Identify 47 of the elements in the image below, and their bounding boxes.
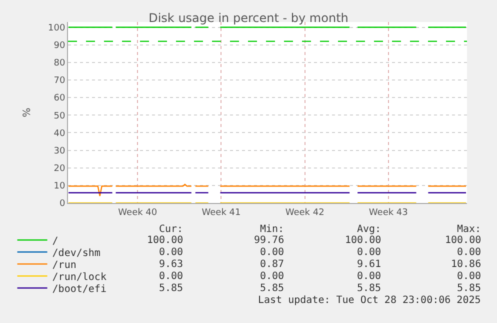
legend-label: /boot/efi	[52, 284, 106, 295]
text: 5.85	[457, 283, 482, 294]
text: 9.63	[159, 259, 184, 270]
text: 0.00	[260, 271, 284, 282]
y-tick-label: 90	[54, 40, 66, 51]
y-tick-label: 0	[59, 199, 66, 210]
text: Min:	[260, 224, 284, 235]
text: 100.00	[147, 235, 184, 246]
text: 100.00	[445, 235, 482, 246]
legend-label: /dev/shm	[52, 248, 100, 259]
text: Max:	[457, 224, 482, 235]
y-tick-label: 50	[54, 111, 66, 122]
text: 0.87	[260, 259, 284, 270]
text: Avg:	[357, 224, 382, 235]
y-tick-label: 100	[48, 23, 66, 34]
text: 0.00	[260, 247, 284, 258]
text: 0.00	[159, 247, 184, 258]
text: 0.00	[357, 271, 382, 282]
text: 0.00	[457, 247, 482, 258]
text: 99.76	[254, 235, 284, 246]
x-tick-label: Week 40	[118, 208, 158, 218]
text: Cur:	[159, 224, 184, 235]
text: 0.00	[457, 271, 482, 282]
y-tick-label: 70	[54, 76, 66, 86]
text: 0.00	[159, 271, 184, 282]
text: 5.85	[260, 283, 284, 294]
text: 9.61	[357, 259, 382, 270]
y-tick-label: 30	[54, 146, 66, 156]
text: 5.85	[159, 283, 184, 294]
legend-label: /run	[52, 260, 76, 271]
text: 10.86	[451, 259, 482, 270]
y-tick-label: 60	[54, 94, 66, 104]
chart-title: Disk usage in percent - by month	[148, 11, 348, 26]
text: 0.00	[357, 247, 382, 258]
legend-label: /	[52, 236, 58, 247]
text: 100.00	[345, 235, 382, 246]
y-tick-label: 20	[54, 164, 66, 174]
legend-label: /run/lock	[52, 272, 106, 283]
text: 5.85	[357, 283, 382, 294]
text: Last update: Tue Oct 28 23:00:06 2025	[258, 295, 481, 306]
y-tick-label: 80	[54, 58, 66, 69]
x-tick-label: Week 43	[368, 208, 408, 218]
y-tick-label: 40	[54, 128, 66, 139]
x-tick-label: Week 42	[285, 208, 324, 218]
y-tick-label: 10	[54, 182, 66, 192]
x-tick-label: Week 41	[202, 208, 241, 218]
y-axis-title: %	[22, 108, 34, 118]
